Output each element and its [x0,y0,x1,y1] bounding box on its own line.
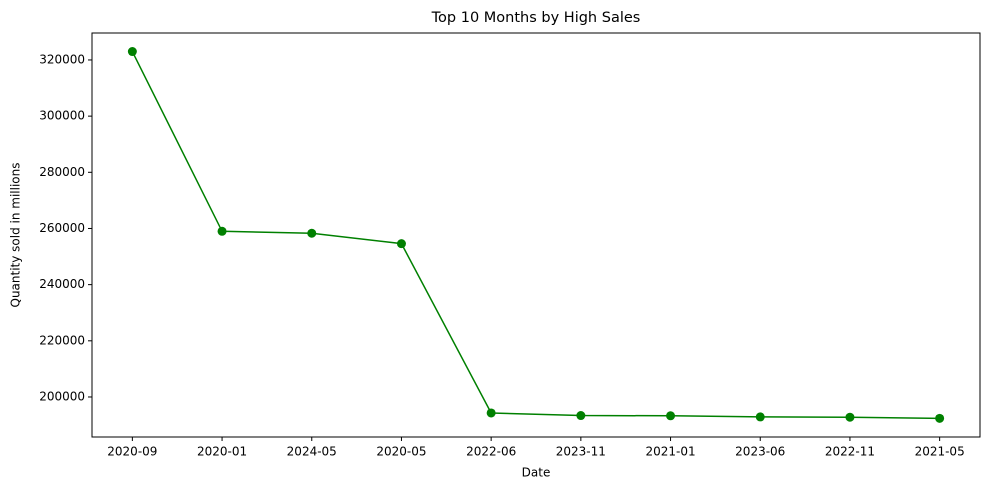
x-tick-label: 2021-05 [915,445,965,459]
x-tick-label: 2023-11 [556,445,606,459]
line [131,51,940,420]
chart-title: Top 10 Months by High Sales [431,10,641,26]
y-tick-label: 200000 [39,389,85,403]
marker [576,411,586,421]
marker [666,411,676,421]
marker [127,47,137,57]
y-tick-label: 260000 [39,221,85,235]
x-tick-label: 2020-01 [197,445,247,459]
y-tick-label: 300000 [39,109,85,123]
marker [755,412,765,422]
y-tick-label: 220000 [39,333,85,347]
x-tick-label: 2022-06 [466,445,516,459]
x-axis-label: Date [522,466,551,480]
x-tick-label: 2020-05 [376,445,426,459]
x-tick-label: 2020-09 [107,445,157,459]
y-axis-label: Quantity sold in millions [9,162,23,307]
x-tick-label: 2023-06 [735,445,785,459]
marker [845,412,855,422]
y-tick-label: 320000 [39,52,85,66]
marker [935,413,945,423]
marker [307,228,317,238]
marker [486,408,496,418]
marker [396,239,406,249]
y-tick-label: 240000 [39,277,85,291]
x-tick-label: 2021-01 [645,445,695,459]
x-tick-label: 2024-05 [287,445,337,459]
plot-frame [91,32,981,438]
x-tick-label: 2022-11 [825,445,875,459]
y-tick-label: 280000 [39,165,85,179]
marker [217,226,227,236]
